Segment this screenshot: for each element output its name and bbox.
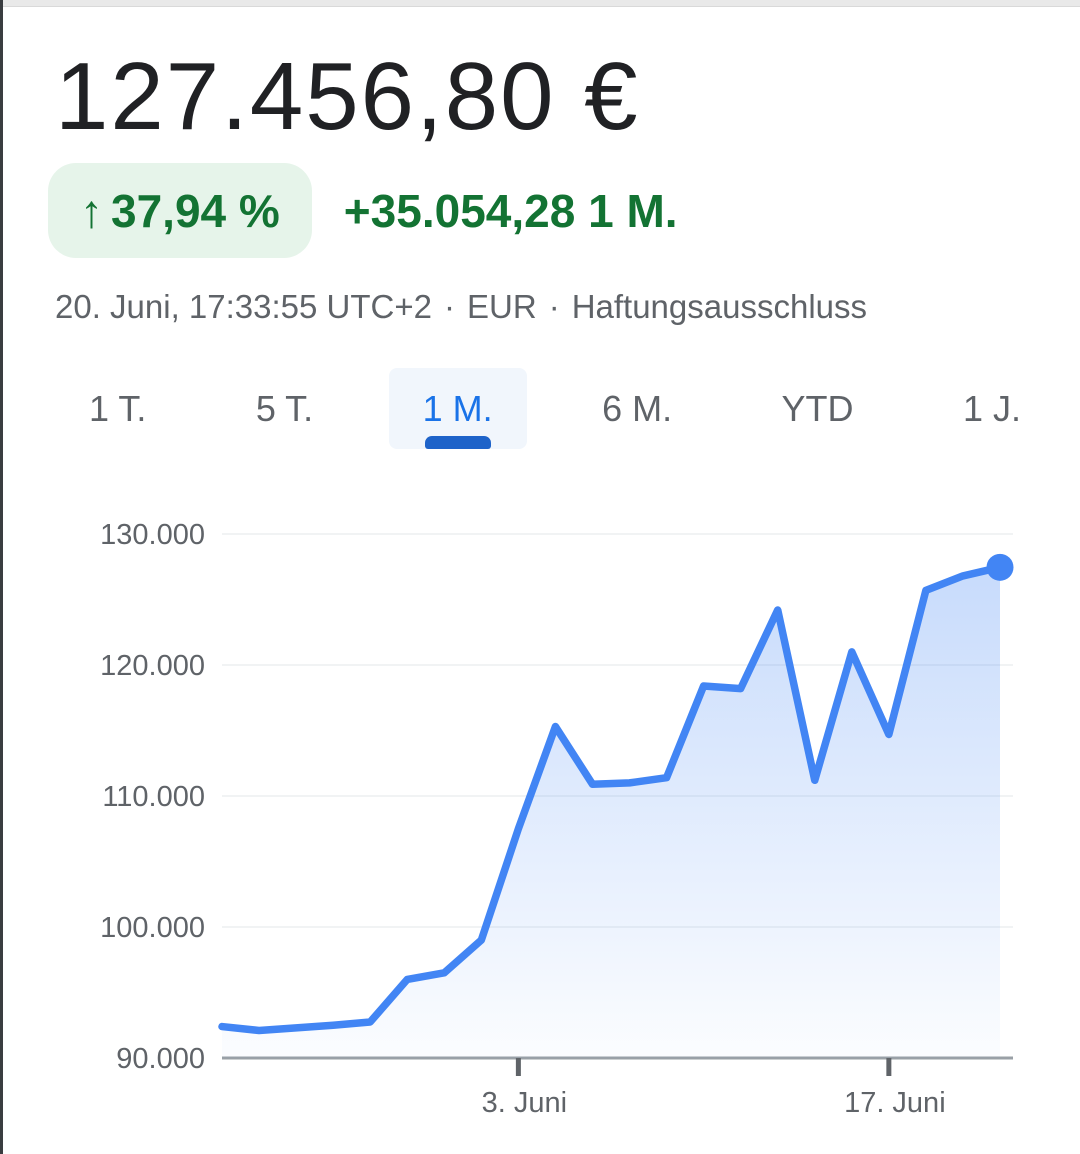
timestamp: 20. Juni, 17:33:55 UTC+2 bbox=[55, 288, 432, 325]
change-percent: 37,94 % bbox=[111, 184, 280, 237]
y-axis-label: 120.000 bbox=[100, 650, 205, 682]
tab-1t[interactable]: 1 T. bbox=[55, 368, 180, 449]
change-row: ↑ 37,94 % +35.054,28 1 M. bbox=[48, 163, 678, 258]
tab-6m[interactable]: 6 M. bbox=[568, 368, 706, 449]
range-tabs: 1 T. 5 T. 1 M. 6 M. YTD 1 J. bbox=[55, 368, 1055, 449]
endpoint-dot bbox=[986, 553, 1014, 581]
currency-label: EUR bbox=[467, 288, 537, 325]
tab-5t[interactable]: 5 T. bbox=[222, 368, 347, 449]
x-axis-label: 17. Juni bbox=[844, 1087, 946, 1119]
tab-label: YTD bbox=[781, 387, 854, 429]
screen-left-edge bbox=[0, 0, 3, 1154]
up-arrow-icon: ↑ bbox=[80, 184, 103, 237]
tab-label: 1 M. bbox=[422, 387, 493, 429]
y-axis-label: 90.000 bbox=[116, 1043, 205, 1075]
disclaimer-link[interactable]: Haftungsausschluss bbox=[571, 288, 868, 325]
price-chart[interactable]: 90.000 100.000 110.000 120.000 130.000 3. Jun… bbox=[0, 514, 1080, 1154]
price-value: 127.456,80 € bbox=[55, 43, 640, 150]
separator-dot: · bbox=[444, 288, 455, 325]
area-fill bbox=[222, 567, 1000, 1058]
tab-1j[interactable]: 1 J. bbox=[929, 368, 1055, 449]
tab-label: 1 J. bbox=[962, 387, 1021, 429]
change-absolute: +35.054,28 1 M. bbox=[343, 184, 678, 237]
tab-ytd[interactable]: YTD bbox=[748, 368, 888, 449]
x-axis-label: 3. Juni bbox=[482, 1087, 567, 1119]
price-line bbox=[218, 563, 1004, 1035]
tab-active-indicator bbox=[424, 436, 491, 449]
y-axis-label: 100.000 bbox=[100, 912, 205, 944]
y-axis-label: 130.000 bbox=[100, 519, 205, 551]
separator-dot: · bbox=[548, 288, 560, 325]
change-badge: ↑ 37,94 % bbox=[48, 163, 312, 258]
tab-1m[interactable]: 1 M. bbox=[388, 368, 527, 449]
tab-label: 6 M. bbox=[602, 387, 673, 429]
tab-label: 1 T. bbox=[89, 387, 147, 429]
tab-label: 5 T. bbox=[255, 387, 314, 429]
top-divider bbox=[0, 0, 1080, 7]
meta-line: 20. Juni, 17:33:55 UTC+2 · EUR · Haftungsaus… bbox=[55, 288, 867, 326]
y-axis-label: 110.000 bbox=[102, 781, 205, 813]
